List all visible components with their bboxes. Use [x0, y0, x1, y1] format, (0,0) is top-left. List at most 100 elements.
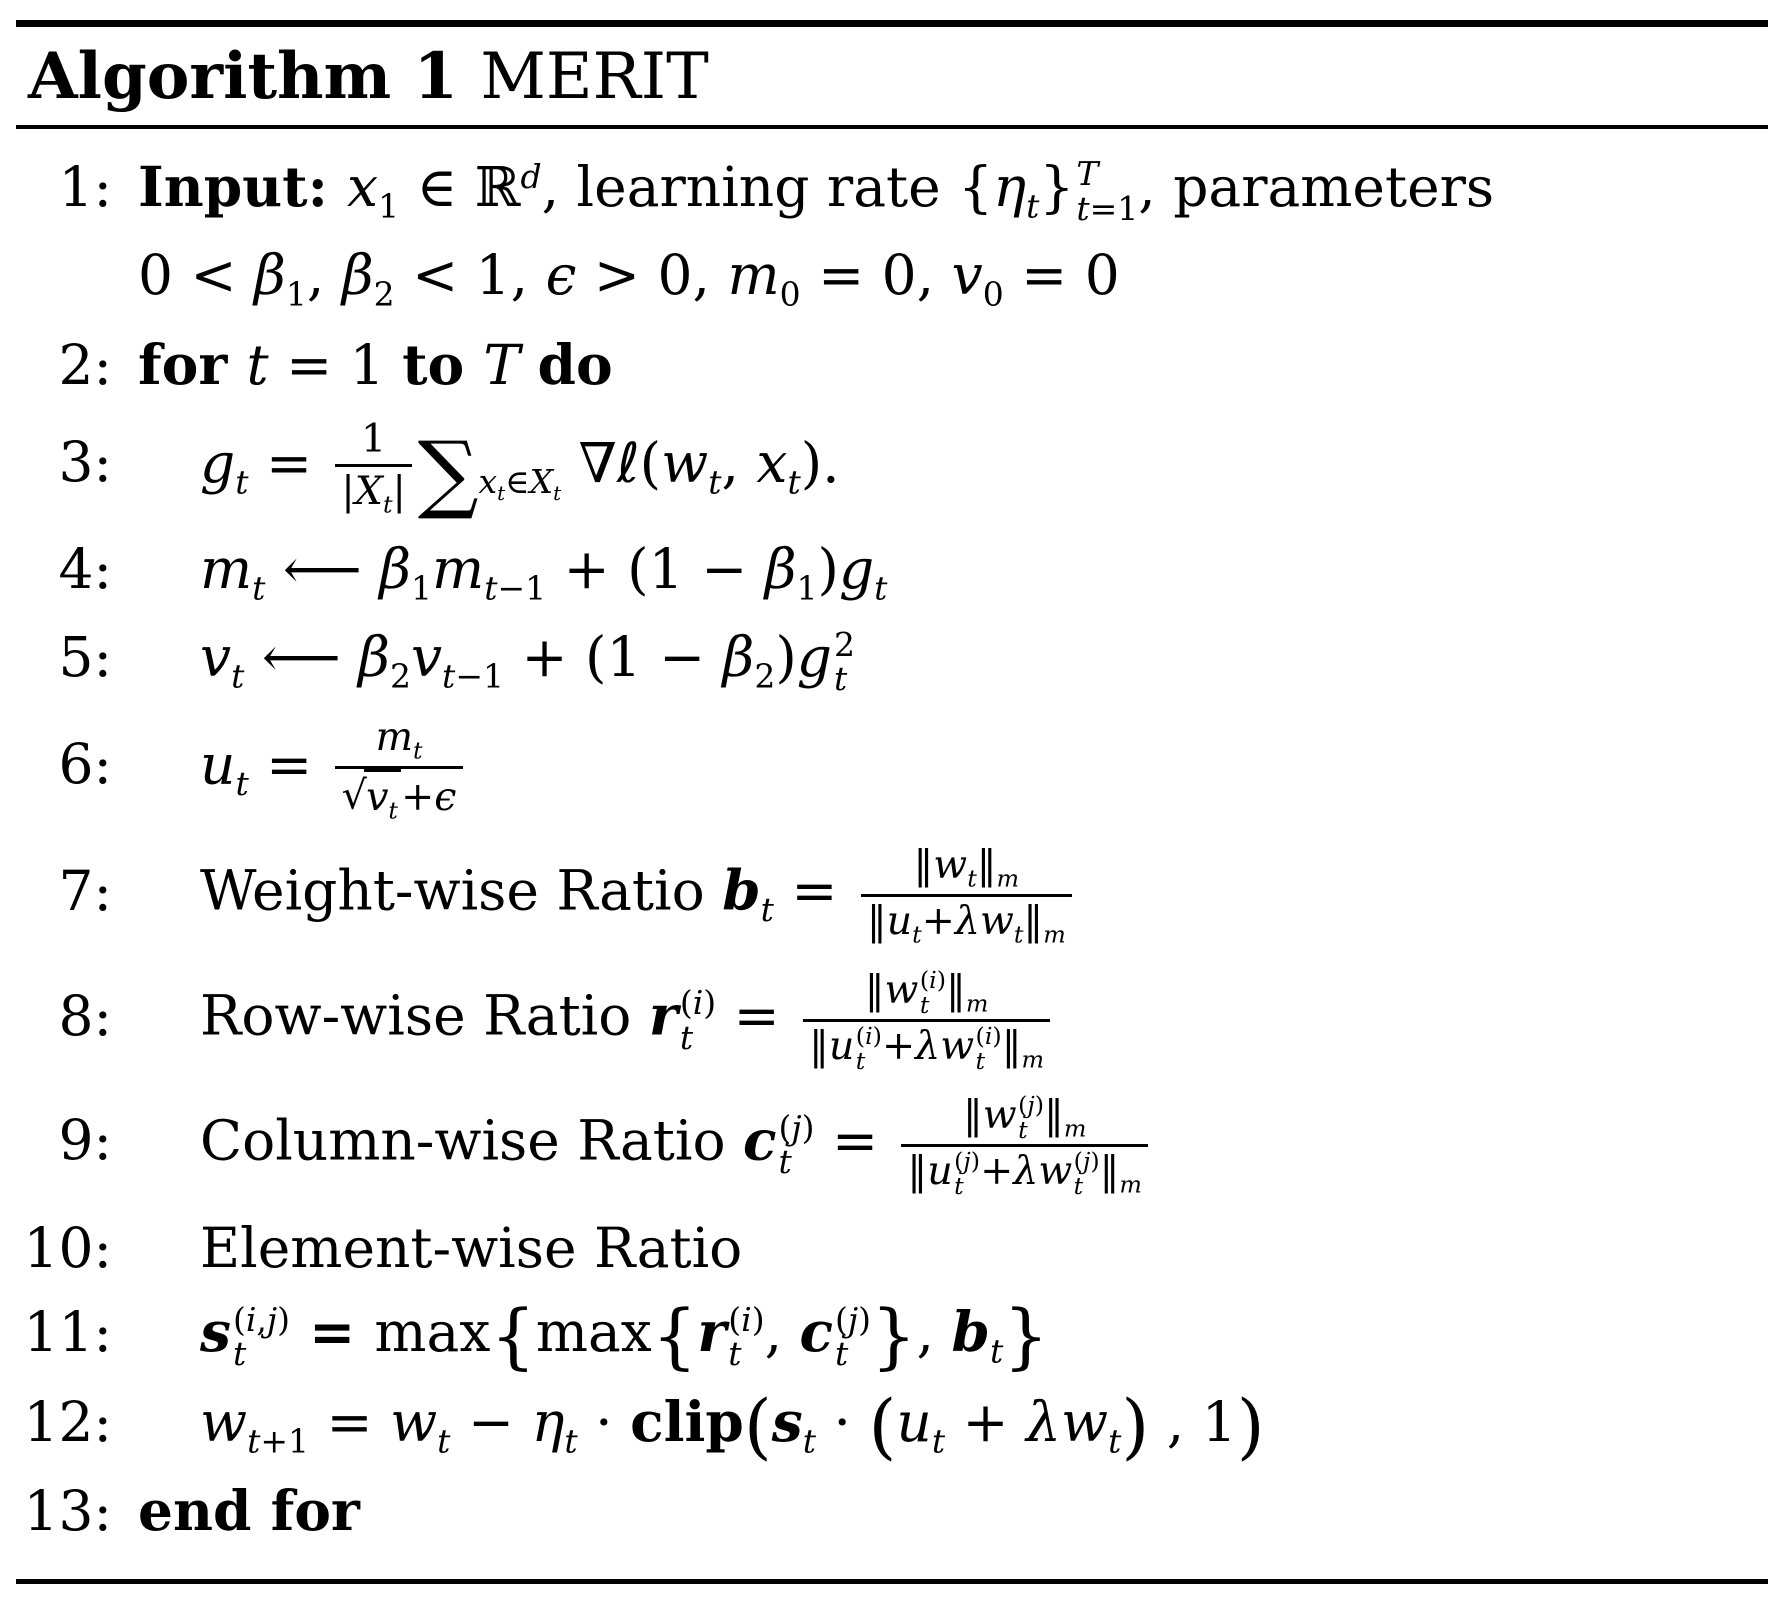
line-number: 12:	[23, 1389, 112, 1454]
math-text: (	[639, 430, 662, 495]
subscript: m	[1022, 1045, 1045, 1073]
math-text: j	[791, 1107, 802, 1147]
superscript: (j)	[1018, 1092, 1044, 1118]
subscript: t	[553, 482, 561, 505]
math-text: )	[936, 966, 947, 995]
math-text: t	[564, 1421, 578, 1461]
math-text: t	[835, 1334, 849, 1374]
line-number: 6:	[58, 732, 112, 797]
math-text: m	[200, 536, 253, 601]
math-text: 1	[361, 415, 387, 462]
math-text: =1	[1089, 188, 1139, 228]
math-text: do	[537, 331, 613, 397]
math-text: )	[992, 1022, 1002, 1051]
math-text: +	[980, 1147, 1014, 1194]
math-text: ‖	[962, 1091, 983, 1138]
line-content: ut = mt √vt+ϵ	[200, 713, 468, 826]
math-text: b	[951, 1299, 990, 1365]
subscript: t	[564, 1421, 577, 1460]
math-text: )	[970, 1146, 981, 1175]
math-text: t	[1076, 188, 1090, 228]
subscript: t	[761, 890, 774, 929]
math-text: (	[1073, 1146, 1083, 1175]
math-text: w	[940, 1023, 975, 1070]
math-text: t	[252, 568, 266, 608]
math-text: −1	[497, 568, 547, 608]
math-text: +	[945, 1389, 1027, 1454]
line-number: 5:	[58, 625, 112, 690]
math-text: T	[1076, 154, 1099, 194]
math-text: (	[954, 1146, 964, 1175]
math-text: ‖	[864, 967, 885, 1013]
subscript: m	[1043, 921, 1066, 949]
math-text: w	[200, 1389, 248, 1454]
superscript: (j)	[835, 1299, 871, 1339]
sub-sup-stack: (i) t	[728, 1302, 764, 1372]
math-text: j	[847, 1299, 859, 1339]
math-text: +	[921, 898, 955, 945]
algorithm-line-3: 3: gt = 1 |Xt| ∑xt∈Xt ∇ℓ(wt, xt).	[16, 415, 1768, 521]
math-text: x	[478, 461, 498, 501]
sub-sup-stack: (i) t	[976, 1024, 1002, 1074]
radical-sign: √	[341, 771, 367, 818]
algorithm-line-10: 10: Element-wise Ratio	[16, 1215, 1768, 1282]
math-text: β	[341, 243, 374, 308]
math-text: u	[896, 1389, 932, 1454]
subscript: 0	[983, 275, 1004, 314]
math-text: β	[764, 536, 797, 601]
math-text: = 0	[1003, 243, 1120, 308]
math-text: ‖	[907, 1147, 928, 1194]
math-text: ).	[800, 430, 840, 495]
subscript: t	[1026, 186, 1039, 225]
line-number: 1:	[58, 154, 112, 219]
subscript: t+1	[247, 1421, 309, 1460]
math-text: m	[375, 713, 414, 760]
math-text: t	[553, 481, 562, 505]
math-text: β	[379, 536, 412, 601]
math-text: )	[1236, 1383, 1265, 1467]
subscript: t	[231, 657, 244, 696]
math-text: (	[975, 1022, 985, 1051]
subscript: t	[728, 1336, 741, 1372]
math-text: T	[483, 332, 538, 397]
subscript: t	[1018, 1117, 1028, 1143]
math-text: ∑	[417, 423, 479, 523]
math-text: v	[410, 625, 443, 690]
math-text: ‖	[1099, 1147, 1120, 1194]
math-text: m	[1043, 920, 1066, 949]
math-text: ‖	[1023, 898, 1044, 945]
math-text: t	[247, 1421, 261, 1461]
math-text: )	[1121, 1383, 1150, 1467]
subscript: m	[1064, 1114, 1087, 1142]
top-rule	[16, 20, 1768, 27]
line-content: gt = 1 |Xt| ∑xt∈Xt ∇ℓ(wt, xt).	[200, 415, 840, 521]
line-content: Element-wise Ratio	[200, 1215, 742, 1282]
math-text: t	[382, 490, 393, 519]
math-text: u	[828, 1023, 855, 1070]
math-text: , parameters	[1138, 154, 1495, 219]
sub-sup-stack: (j) t	[835, 1299, 871, 1374]
subscript: t	[834, 661, 847, 697]
math-text: =	[716, 983, 798, 1048]
subscript: t	[497, 482, 505, 505]
radicand: vt	[364, 768, 402, 826]
fraction-numerator: 1	[355, 415, 393, 464]
math-text: ·	[577, 1389, 631, 1454]
math-text: β	[722, 625, 755, 690]
math-text: r	[697, 1299, 727, 1365]
bottom-rule	[16, 1579, 1768, 1584]
math-text: ∈	[399, 154, 475, 219]
sub-sup-stack: (i) t	[680, 985, 716, 1055]
subscript: t−1	[484, 568, 546, 607]
math-text: w	[390, 1389, 438, 1454]
sub-sup-stack: (i) t	[856, 1024, 882, 1074]
math-text: t	[497, 481, 506, 505]
algorithm-line-4: 4: mt ⟵ β1mt−1 + (1 − β1)gt	[16, 536, 1768, 609]
subscript: t	[912, 921, 922, 949]
math-text: 2	[754, 656, 776, 696]
sub-sup-stack: (i,j) t	[233, 1302, 290, 1372]
fraction-bar	[802, 1019, 1051, 1023]
math-text: ,	[306, 243, 342, 308]
math-text: u	[927, 1147, 953, 1194]
